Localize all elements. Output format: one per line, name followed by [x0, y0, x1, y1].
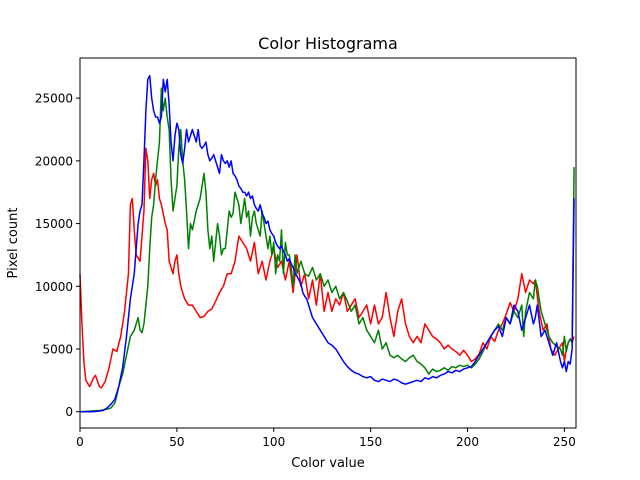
y-tick-label: 5000: [42, 342, 73, 356]
series-line-0: [79, 147, 575, 389]
y-tick-label: 10000: [35, 280, 73, 294]
y-axis-ticks: 0 5000 10000 15000 20000 25000: [35, 92, 80, 419]
x-tick-label: 0: [76, 435, 84, 449]
plot-frame: [79, 57, 577, 429]
y-tick-label: 25000: [35, 92, 73, 106]
series-group: [79, 74, 575, 413]
x-tick-label: 150: [359, 435, 382, 449]
y-tick-label: 15000: [35, 217, 73, 231]
y-axis-label: Pixel count: [6, 208, 21, 279]
x-axis-ticks: 0 50 100 150 200 250: [76, 428, 576, 449]
plot-area: [79, 57, 577, 429]
x-tick-label: 200: [456, 435, 479, 449]
x-axis-label: Color value: [291, 456, 365, 471]
x-tick-label: 100: [262, 435, 285, 449]
y-tick-label: 0: [65, 405, 73, 419]
x-tick-label: 50: [169, 435, 184, 449]
chart-title: Color Histograma: [258, 34, 398, 53]
y-tick-label: 20000: [35, 154, 73, 168]
x-tick-label: 250: [553, 435, 576, 449]
series-line-2: [80, 74, 575, 413]
